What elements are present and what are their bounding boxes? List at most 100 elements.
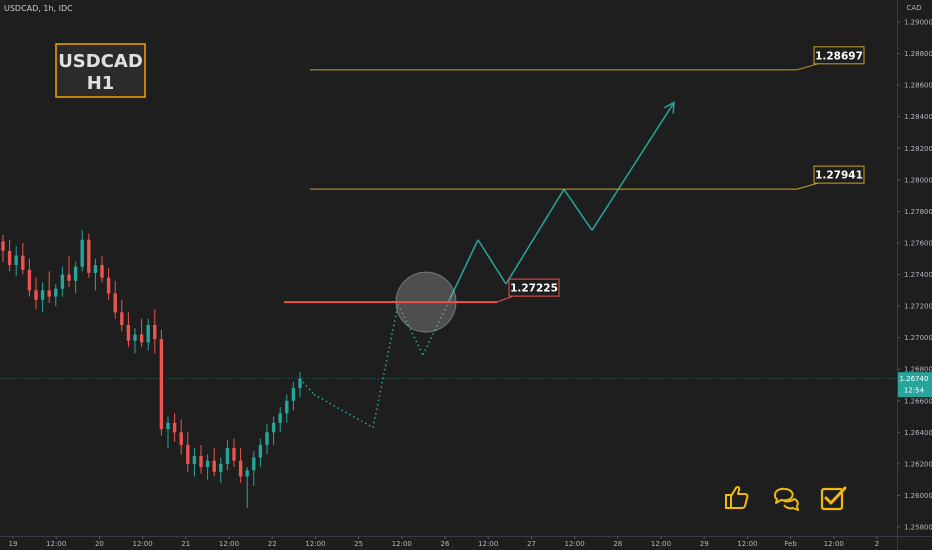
comment-bubble-front	[783, 498, 799, 511]
level-label: 1.28697	[815, 50, 863, 62]
x-tick-label: Feb	[784, 540, 797, 548]
candle-body	[54, 288, 58, 297]
current-price-countdown: 12:54	[904, 387, 925, 395]
y-tick-label: 1.28000	[904, 176, 932, 184]
y-tick-label: 1.26200	[904, 460, 932, 468]
level-2[interactable]: 1.27941	[310, 165, 865, 190]
candle-body	[67, 274, 71, 281]
thumb-hand	[730, 485, 749, 509]
current-price-value: 1.26740	[900, 375, 929, 383]
y-tick-label: 1.28400	[904, 113, 932, 121]
level-callout-box	[508, 278, 560, 297]
projection-solid-segment	[477, 239, 507, 285]
candle-body	[166, 422, 170, 430]
candle-body	[27, 269, 32, 291]
projection-arrow-head	[663, 101, 675, 114]
x-tick-label: 12:00	[737, 540, 757, 548]
level-callout-box	[813, 46, 865, 65]
y-tick-label: 1.27400	[904, 271, 932, 279]
check-mark	[824, 486, 847, 505]
candle-body	[139, 334, 144, 343]
time-scale[interactable]: 19 12:00 20 12:00 21 12:00 22 12:00 25 12:00 26 12:…	[9, 536, 880, 548]
projection-dotted-segment	[397, 304, 424, 356]
checklist-icon[interactable]	[820, 486, 847, 511]
x-tick-label: 12:00	[392, 540, 412, 548]
x-tick-label: 2	[875, 540, 879, 548]
level-callout-pointer	[796, 63, 819, 71]
candle-body	[258, 444, 263, 458]
x-tick-label: 12:00	[133, 540, 153, 548]
current-price-tag: 1.26740 12:54	[898, 372, 932, 398]
level-callout-box	[813, 165, 865, 184]
candle-body	[298, 378, 302, 389]
x-tick-label: 29	[700, 540, 709, 548]
candle-body	[87, 239, 91, 273]
candle-body	[106, 277, 111, 294]
candle-body	[186, 444, 190, 464]
x-tick-label: 12:00	[824, 540, 844, 548]
current-price-tag-bg	[898, 372, 932, 398]
candle-body	[245, 470, 249, 477]
projection	[299, 101, 675, 429]
price-scale[interactable]: CAD 1.29000 1.28800 1.28600 1.28400 1.28200 1.…	[897, 4, 932, 532]
y-tick-label: 1.25800	[904, 524, 932, 532]
candle-body	[205, 460, 210, 468]
comment-bubble-back	[774, 487, 794, 504]
level-callout-pointer	[496, 295, 514, 303]
candle-body	[252, 457, 256, 471]
candle-body	[179, 432, 183, 445]
level-3[interactable]: 1.27225	[284, 278, 560, 304]
x-tick-label: 22	[268, 540, 277, 548]
y-tick-label: 1.28200	[904, 145, 932, 153]
x-tick-label: 12:00	[651, 540, 671, 548]
check-box-frame	[820, 487, 844, 511]
x-tick-label: 25	[354, 540, 363, 548]
thumbs-up-icon[interactable]	[725, 485, 749, 509]
symbol-header: USDCAD, 1h, IDC	[4, 4, 73, 13]
candle-body	[14, 255, 18, 266]
candle-body	[278, 413, 282, 423]
comments-icon[interactable]	[774, 487, 799, 511]
candle-body	[199, 455, 203, 468]
x-tick-label: 12:00	[565, 540, 585, 548]
candle-body	[225, 448, 230, 464]
y-tick-label: 1.27000	[904, 334, 932, 342]
candles	[1, 230, 302, 509]
candle-body	[238, 460, 243, 477]
x-tick-label: 27	[527, 540, 536, 548]
y-tick-label: 1.27600	[904, 239, 932, 247]
x-tick-label: 12:00	[305, 540, 325, 548]
candle-body	[133, 334, 137, 341]
projection-solid-segment	[505, 188, 565, 285]
candle-body	[47, 290, 51, 297]
x-tick-label: 19	[9, 540, 18, 548]
price-scale-currency: CAD	[906, 4, 921, 12]
level-1[interactable]: 1.28697	[310, 46, 865, 71]
candle-body	[7, 250, 12, 266]
candle-body	[80, 239, 84, 267]
candle-body	[1, 241, 5, 251]
candle-body	[100, 265, 104, 278]
candle-body	[21, 255, 25, 270]
x-tick-label: 12:00	[478, 540, 498, 548]
candle-body	[219, 463, 223, 472]
candle-body	[212, 460, 216, 472]
action-icons[interactable]	[725, 485, 847, 511]
projection-solid-segment	[447, 239, 479, 304]
x-tick-label: 26	[441, 540, 450, 548]
level-label: 1.27941	[815, 170, 863, 182]
y-tick-label: 1.26600	[904, 397, 932, 405]
projection-solid-segment	[591, 102, 675, 231]
level-label: 1.27225	[510, 283, 558, 295]
candle-body	[265, 432, 269, 445]
y-tick-label: 1.28800	[904, 50, 932, 58]
symbol-badge-frame	[55, 43, 146, 98]
y-tick-label: 1.26000	[904, 492, 932, 500]
candle-body	[271, 422, 276, 433]
badge-symbol: USDCAD	[58, 51, 143, 72]
candle-body	[192, 455, 197, 464]
candle-body	[60, 274, 65, 289]
